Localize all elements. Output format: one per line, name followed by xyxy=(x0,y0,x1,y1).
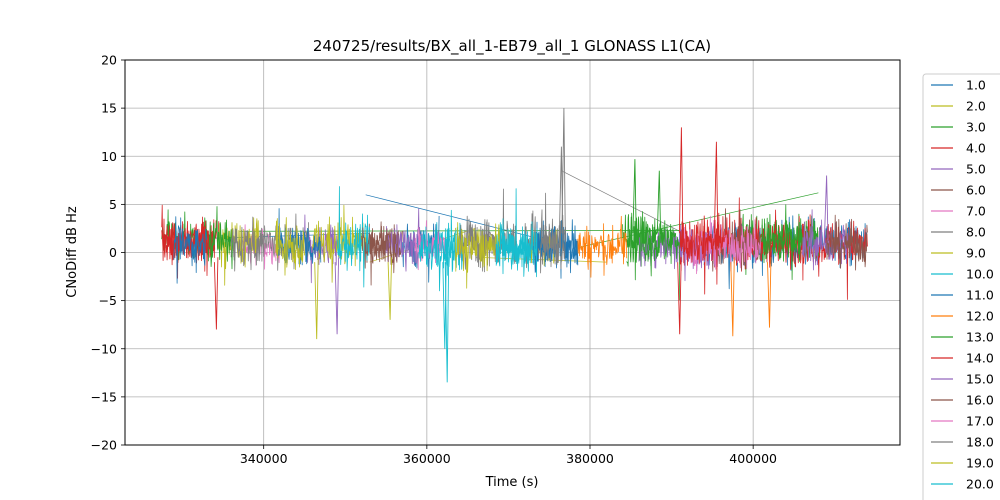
y-tick-label: 15 xyxy=(101,101,117,116)
x-tick-label: 400000 xyxy=(729,451,777,466)
legend-label: 5.0 xyxy=(966,162,986,177)
spike-mark xyxy=(767,257,772,328)
legend-label: 11.0 xyxy=(966,288,994,303)
x-tick-label: 360000 xyxy=(403,451,451,466)
spike-mark xyxy=(632,159,637,243)
y-tick-label: −5 xyxy=(99,293,117,308)
spike-mark xyxy=(558,146,564,243)
series-line-14.0 xyxy=(679,215,730,285)
legend-label: 6.0 xyxy=(966,183,986,198)
spike-mark xyxy=(730,257,735,337)
y-tick-label: −15 xyxy=(91,389,117,404)
legend-label: 12.0 xyxy=(966,309,994,324)
legend-label: 15.0 xyxy=(966,372,994,387)
legend-label: 9.0 xyxy=(966,246,986,261)
legend-label: 10.0 xyxy=(966,267,994,282)
y-tick-label: 5 xyxy=(109,197,117,212)
x-axis-label: Time (s) xyxy=(485,475,539,490)
x-tick-label: 340000 xyxy=(240,451,288,466)
legend-label: 17.0 xyxy=(966,414,994,429)
spike-mark xyxy=(334,257,340,335)
legend-label: 20.0 xyxy=(966,477,994,492)
axis-ticks: 340000 360000 380000 400000 −20 −15 −10 −5 0 5 10 1… xyxy=(91,53,777,467)
legend-label: 21.0 xyxy=(966,498,994,500)
chart-title: 240725/results/BX_all_1-EB79_all_1 GLONA… xyxy=(313,37,711,56)
spike-mark xyxy=(678,127,684,243)
series-layer xyxy=(161,108,868,383)
series-line-13.0 xyxy=(206,206,236,270)
spike-mark xyxy=(656,170,662,243)
spike-mark xyxy=(213,257,219,330)
legend-box xyxy=(922,73,1000,500)
y-tick-label: −20 xyxy=(91,438,117,453)
series-line-13.0 xyxy=(626,211,681,301)
y-tick-label: 20 xyxy=(101,53,117,68)
spike-mark xyxy=(561,108,566,243)
series-line-12.0 xyxy=(577,215,628,278)
legend-label: 19.0 xyxy=(966,456,994,471)
series-line-19.0 xyxy=(455,222,501,289)
legend: 1.0 2.0 3.0 4.0 5.0 6.0 7.0 8.0 9.0 10.0 11.0 12.0 1… xyxy=(922,73,1000,500)
legend-label: 1.0 xyxy=(966,78,986,93)
spike-mark xyxy=(677,257,682,335)
legend-label: 14.0 xyxy=(966,351,994,366)
spike-mark xyxy=(824,175,829,243)
series-line-16.0 xyxy=(361,225,399,274)
series-line-18.0 xyxy=(230,216,265,272)
y-tick-label: 10 xyxy=(101,149,117,164)
spike-mark xyxy=(314,257,319,340)
series-line-16.0 xyxy=(826,214,868,271)
series-line-14.0 xyxy=(161,216,212,277)
series-line-19.0 xyxy=(275,217,305,276)
x-tick-label: 380000 xyxy=(566,451,614,466)
legend-label: 16.0 xyxy=(966,393,994,408)
legend-label: 3.0 xyxy=(966,120,986,135)
legend-label: 18.0 xyxy=(966,435,994,450)
legend-label: 8.0 xyxy=(966,225,986,240)
series-line-20.0 xyxy=(495,188,538,278)
y-axis-label: CNoDiff dB Hz xyxy=(65,206,80,298)
y-tick-label: 0 xyxy=(109,245,117,260)
series-line-18.0 xyxy=(540,192,566,269)
spike-mark xyxy=(442,257,447,349)
series-line-10.0 xyxy=(434,222,464,276)
legend-label: 13.0 xyxy=(966,330,994,345)
legend-label: 4.0 xyxy=(966,141,986,156)
spike-mark xyxy=(713,141,719,243)
series-line-20.0 xyxy=(418,209,456,292)
series-line-21.0 xyxy=(173,216,207,284)
legend-label: 7.0 xyxy=(966,204,986,219)
series-line-10.0 xyxy=(336,186,371,288)
series-line-11.0 xyxy=(275,208,322,266)
y-tick-label: −10 xyxy=(91,341,117,356)
spike-mark xyxy=(387,257,393,320)
legend-label: 2.0 xyxy=(966,99,986,114)
